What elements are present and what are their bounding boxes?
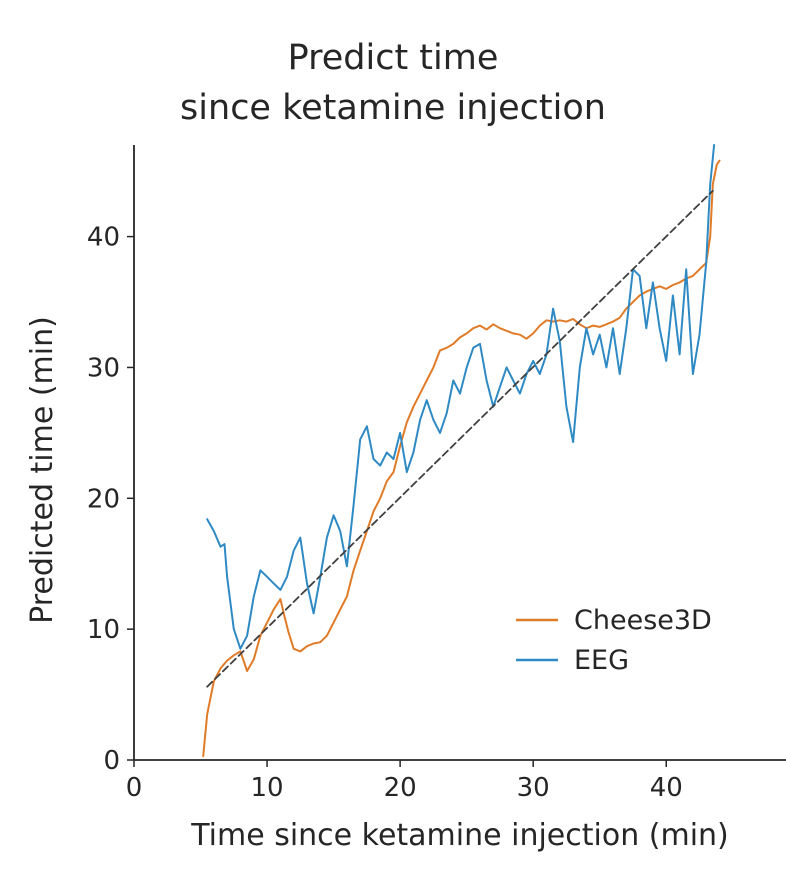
chart-title-line-2: since ketamine injection [180,88,606,128]
x-axis-label: Time since ketamine injection (min) [190,818,729,853]
axes: 0 10 20 30 40 0 10 20 30 40 [87,145,786,803]
legend-label-cheese3d: Cheese3D [574,605,712,636]
x-tick-label: 10 [251,773,284,803]
x-tick-label: 30 [517,773,550,803]
x-tick-label: 20 [384,773,417,803]
y-tick-label: 10 [87,615,120,645]
reference-dashed-line [206,189,714,688]
chart-title-line-1: Predict time [287,38,499,78]
y-tick-label: 20 [87,484,120,514]
series-line-cheese3d [202,159,721,758]
legend-label-eeg: EEG [574,645,629,676]
y-tick-label: 0 [103,746,120,776]
x-tick-label: 0 [126,773,143,803]
plot-lines [202,144,721,758]
y-tick-label: 40 [87,223,120,253]
y-axis-label: Predicted time (min) [25,316,60,624]
y-tick-label: 30 [87,353,120,383]
legend: Cheese3D EEG [516,605,712,676]
x-tick-label: 40 [650,773,683,803]
series-line-eeg [206,144,716,650]
